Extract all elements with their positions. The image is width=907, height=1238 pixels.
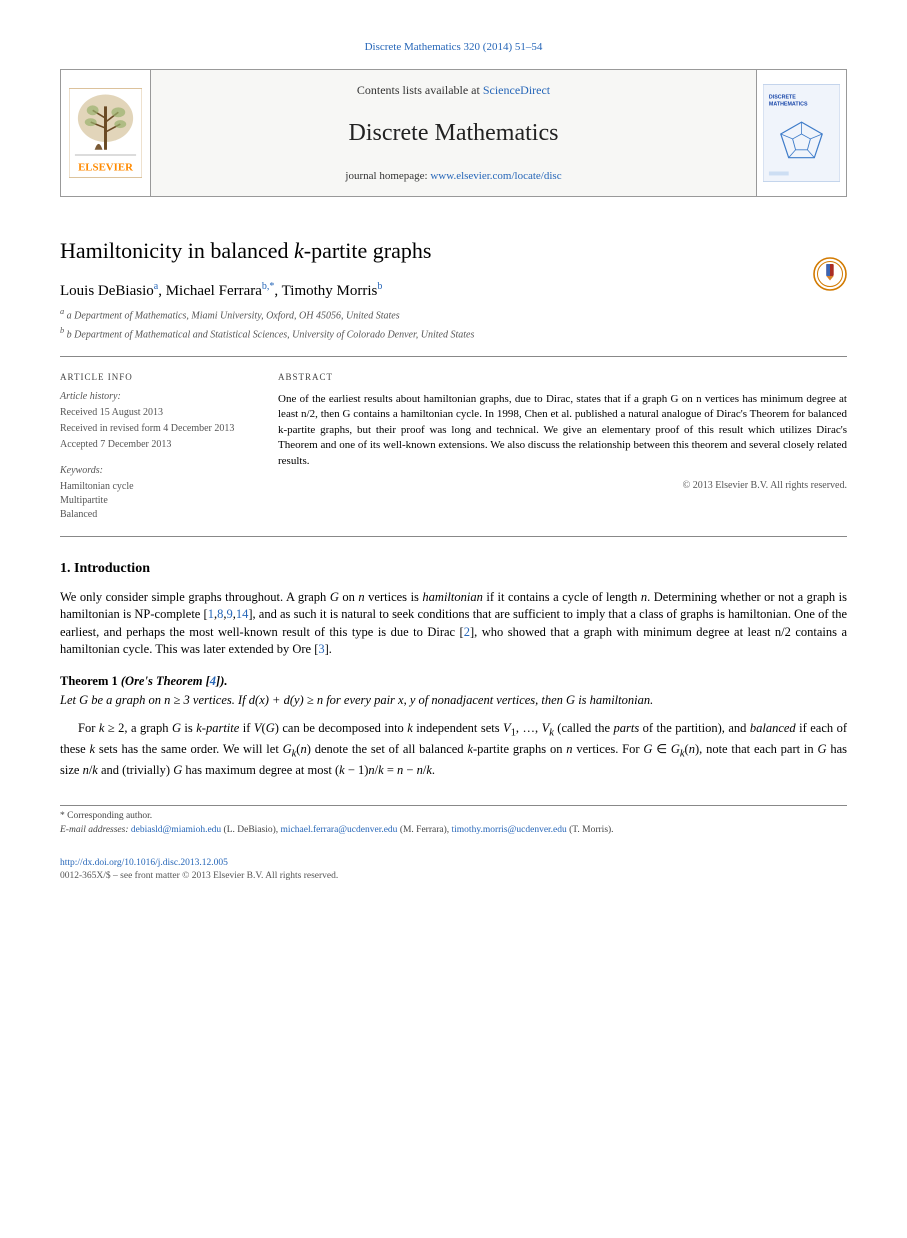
bottom-block: http://dx.doi.org/10.1016/j.disc.2013.12… [60,857,847,884]
article-history: Article history: Received 15 August 2013… [60,390,250,452]
author-list: Louis DeBiasioa, Michael Ferrarab,*, Tim… [60,280,847,302]
ref-8[interactable]: 8 [217,607,223,621]
keyword: Hamiltonian cycle [60,480,250,494]
intro-para-2: For k ≥ 2, a graph G is k-partite if V(G… [60,720,847,780]
email-debiasio[interactable]: debiasld@miamioh.edu [131,825,221,835]
email-ferrara[interactable]: michael.ferrara@ucdenver.edu [281,825,398,835]
journal-homepage-line: journal homepage: www.elsevier.com/locat… [171,169,736,184]
ref-1[interactable]: 1 [208,607,214,621]
elsevier-tree-icon: ELSEVIER [69,88,142,178]
article-info-head: article info [60,371,250,384]
title-block: Hamiltonicity in balanced k-partite grap… [60,237,847,266]
intro-para-1: We only consider simple graphs throughou… [60,589,847,659]
journal-header: ELSEVIER Contents lists available at Sci… [60,69,847,197]
abstract-head: abstract [278,371,847,384]
journal-header-center: Contents lists available at ScienceDirec… [151,70,756,196]
svg-text:DISCRETE: DISCRETE [769,95,796,101]
elsevier-logo: ELSEVIER [61,70,151,196]
ref-4[interactable]: 4 [210,674,216,688]
footnotes: * Corresponding author. E-mail addresses… [60,805,847,837]
journal-title: Discrete Mathematics [171,117,736,151]
journal-cover-thumbnail: DISCRETE MATHEMATICS [756,70,846,196]
paper-title: Hamiltonicity in balanced k-partite grap… [60,237,847,266]
page-header-citation: Discrete Mathematics 320 (2014) 51–54 [60,40,847,55]
divider [60,536,847,537]
abstract-copyright: © 2013 Elsevier B.V. All rights reserved… [278,479,847,493]
affil-link-b-star[interactable]: b,* [262,281,275,292]
svg-text:ELSEVIER: ELSEVIER [78,162,133,174]
journal-homepage-link[interactable]: www.elsevier.com/locate/disc [430,170,561,182]
article-info-row: article info Article history: Received 1… [60,371,847,522]
journal-cover-icon: DISCRETE MATHEMATICS [763,84,840,182]
keywords-head: Keywords: [60,464,250,478]
section-1-title: 1. Introduction [60,559,847,579]
ref-9[interactable]: 9 [226,607,232,621]
theorem-1-label: Theorem 1 (Ore's Theorem [4]). [60,673,847,691]
issn-line: 0012-365X/$ – see front matter © 2013 El… [60,870,847,883]
article-info-left: article info Article history: Received 1… [60,371,250,522]
abstract-body: One of the earliest results about hamilt… [278,392,847,469]
email-morris[interactable]: timothy.morris@ucdenver.edu [452,825,567,835]
affiliation-a: a a Department of Mathematics, Miami Uni… [60,306,847,323]
svg-text:MATHEMATICS: MATHEMATICS [769,102,808,108]
divider [60,356,847,357]
email-addresses: E-mail addresses: debiasld@miamioh.edu (… [60,824,847,837]
doi-link[interactable]: http://dx.doi.org/10.1016/j.disc.2013.12… [60,858,228,868]
contents-available-line: Contents lists available at ScienceDirec… [171,82,736,99]
affil-link-b[interactable]: b [377,281,382,292]
keyword: Balanced [60,508,250,522]
keyword: Multipartite [60,494,250,508]
ref-14[interactable]: 14 [236,607,249,621]
sciencedirect-link[interactable]: ScienceDirect [483,83,550,97]
affil-link-a[interactable]: a [154,281,158,292]
corresponding-author-note: * Corresponding author. [60,810,847,823]
theorem-1-body: Let G be a graph on n ≥ 3 vertices. If d… [60,692,847,710]
affiliation-b: b b Department of Mathematical and Stati… [60,325,847,342]
abstract-block: abstract One of the earliest results abo… [278,371,847,522]
crossmark-badge[interactable] [813,257,847,291]
